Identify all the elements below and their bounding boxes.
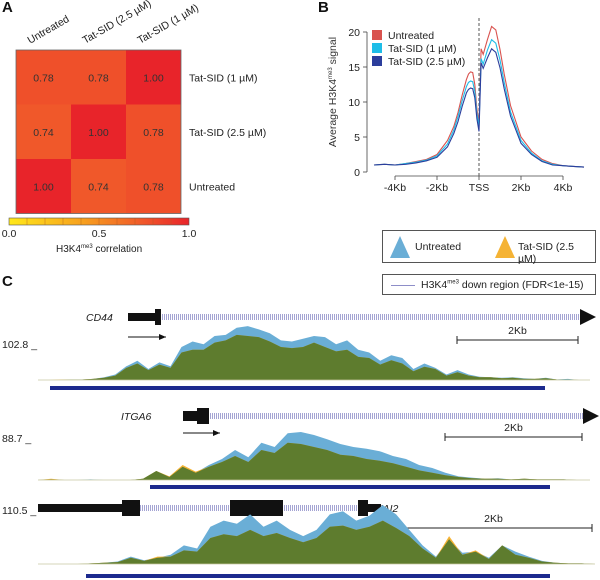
legend-treated-label: Tat-SID (2.5 µM) bbox=[518, 241, 575, 265]
exon-block bbox=[155, 309, 161, 325]
x-tick-label: TSS bbox=[469, 182, 489, 194]
exon-block bbox=[122, 500, 140, 516]
track-ymax-label: 110.5 _ bbox=[2, 505, 36, 517]
track-ymax-label: 88.7 _ bbox=[2, 433, 31, 445]
heatmap-value: 1.00 bbox=[88, 127, 109, 139]
legend-swatch bbox=[372, 30, 382, 40]
panel-letter-c: C bbox=[2, 273, 13, 290]
scale-bar-label: 2Kb bbox=[504, 422, 523, 434]
heatmap-value: 1.00 bbox=[33, 181, 54, 193]
heatmap-value: 0.74 bbox=[33, 127, 54, 139]
overlap-coverage-area bbox=[38, 520, 595, 564]
heatmap-row-label: Tat-SID (2.5 µM) bbox=[189, 127, 266, 139]
panel-letter-b: B bbox=[318, 0, 329, 16]
heatmap-value: 0.78 bbox=[33, 72, 54, 84]
y-tick-label: 5 bbox=[354, 132, 360, 144]
heatmap-row-label: Untreated bbox=[189, 181, 235, 193]
colorbar-tick-label: 0.0 bbox=[2, 228, 17, 240]
correlation-heatmap: Untreated Tat-SID (2.5 µM)Tat-SID (1 µM) … bbox=[2, 0, 267, 255]
legend-label: Tat-SID (2.5 µM) bbox=[388, 56, 465, 68]
gene-label: ITGA6 bbox=[121, 411, 152, 423]
heatmap-column-label: Untreated bbox=[26, 13, 72, 47]
exon-block bbox=[38, 504, 123, 512]
x-tick-label: -2Kb bbox=[426, 182, 448, 194]
heatmap-cell bbox=[71, 159, 126, 214]
heatmap-cell bbox=[71, 50, 126, 105]
scale-bar-label: 2Kb bbox=[484, 513, 503, 525]
series-line bbox=[373, 47, 585, 168]
colorbar-label: H3K4me3 correlation bbox=[56, 244, 142, 255]
heatmap-cell bbox=[126, 50, 181, 105]
region-legend: H3K4me3 down region (FDR<1e-15) bbox=[382, 274, 596, 295]
heatmap-cell bbox=[16, 159, 71, 214]
x-tick-label: 4Kb bbox=[554, 182, 573, 194]
y-tick-label: 20 bbox=[348, 27, 360, 39]
heatmap-value: 0.74 bbox=[88, 181, 109, 193]
legend-swatch bbox=[372, 56, 382, 66]
intron-line bbox=[283, 505, 358, 511]
legend-untreated-label: Untreated bbox=[415, 241, 462, 253]
overlap-coverage-area bbox=[38, 334, 590, 380]
heatmap-value: 1.00 bbox=[143, 72, 164, 84]
heatmap-cell bbox=[71, 104, 126, 159]
heatmap-cell bbox=[126, 104, 181, 159]
intron-line bbox=[209, 413, 583, 419]
region-line-icon bbox=[391, 285, 415, 286]
strand-arrowhead-icon bbox=[213, 430, 220, 436]
heatmap-value: 0.78 bbox=[143, 127, 164, 139]
heatmap-value: 0.78 bbox=[88, 72, 109, 84]
intron-line bbox=[140, 505, 230, 511]
heatmap-cell bbox=[16, 50, 71, 105]
legend-label: Tat-SID (1 µM) bbox=[388, 43, 456, 55]
exon-block bbox=[358, 500, 368, 516]
overlap-coverage-area bbox=[38, 442, 590, 480]
strand-arrowhead-icon bbox=[583, 408, 599, 424]
exon-block bbox=[367, 504, 381, 512]
down-region-bar bbox=[150, 485, 550, 489]
y-axis-label: Average H3K4me3 signal bbox=[327, 37, 339, 147]
y-tick-label: 10 bbox=[348, 97, 360, 109]
gene-label: CD44 bbox=[86, 312, 113, 324]
x-tick-label: -4Kb bbox=[384, 182, 406, 194]
legend-label: Untreated bbox=[388, 30, 434, 42]
x-tick-label: 2Kb bbox=[512, 182, 531, 194]
legend-swatch bbox=[372, 43, 382, 53]
colorbar-tick-label: 1.0 bbox=[182, 228, 197, 240]
heatmap-cell bbox=[16, 104, 71, 159]
intron-line bbox=[161, 314, 580, 320]
heatmap-border bbox=[15, 49, 182, 214]
panel-letter-a: A bbox=[2, 0, 13, 16]
colorbar-tick-label: 0.5 bbox=[92, 228, 107, 240]
down-region-bar bbox=[86, 574, 550, 578]
exon-block bbox=[230, 500, 283, 516]
exon-block bbox=[128, 313, 158, 321]
y-tick-label: 0 bbox=[354, 167, 360, 179]
heatmap-value: 0.78 bbox=[143, 181, 164, 193]
heatmap-row-label: Tat-SID (1 µM) bbox=[189, 72, 257, 84]
heatmap-cell bbox=[126, 159, 181, 214]
untreated-triangle-icon bbox=[390, 236, 410, 258]
strand-arrowhead-icon bbox=[159, 334, 166, 340]
scale-bar-label: 2Kb bbox=[508, 325, 527, 337]
down-region-bar bbox=[50, 386, 545, 390]
coverage-legend: Untreated Tat-SID (2.5 µM) bbox=[382, 230, 596, 265]
region-legend-label: H3K4me3 down region (FDR<1e-15) bbox=[421, 279, 584, 291]
exon-block bbox=[183, 411, 198, 421]
treated-triangle-icon bbox=[495, 236, 515, 263]
strand-arrowhead-icon bbox=[580, 309, 596, 325]
y-tick-label: 15 bbox=[348, 62, 360, 74]
exon-block bbox=[197, 408, 209, 424]
track-ymax-label: 102.8 _ bbox=[2, 339, 37, 351]
